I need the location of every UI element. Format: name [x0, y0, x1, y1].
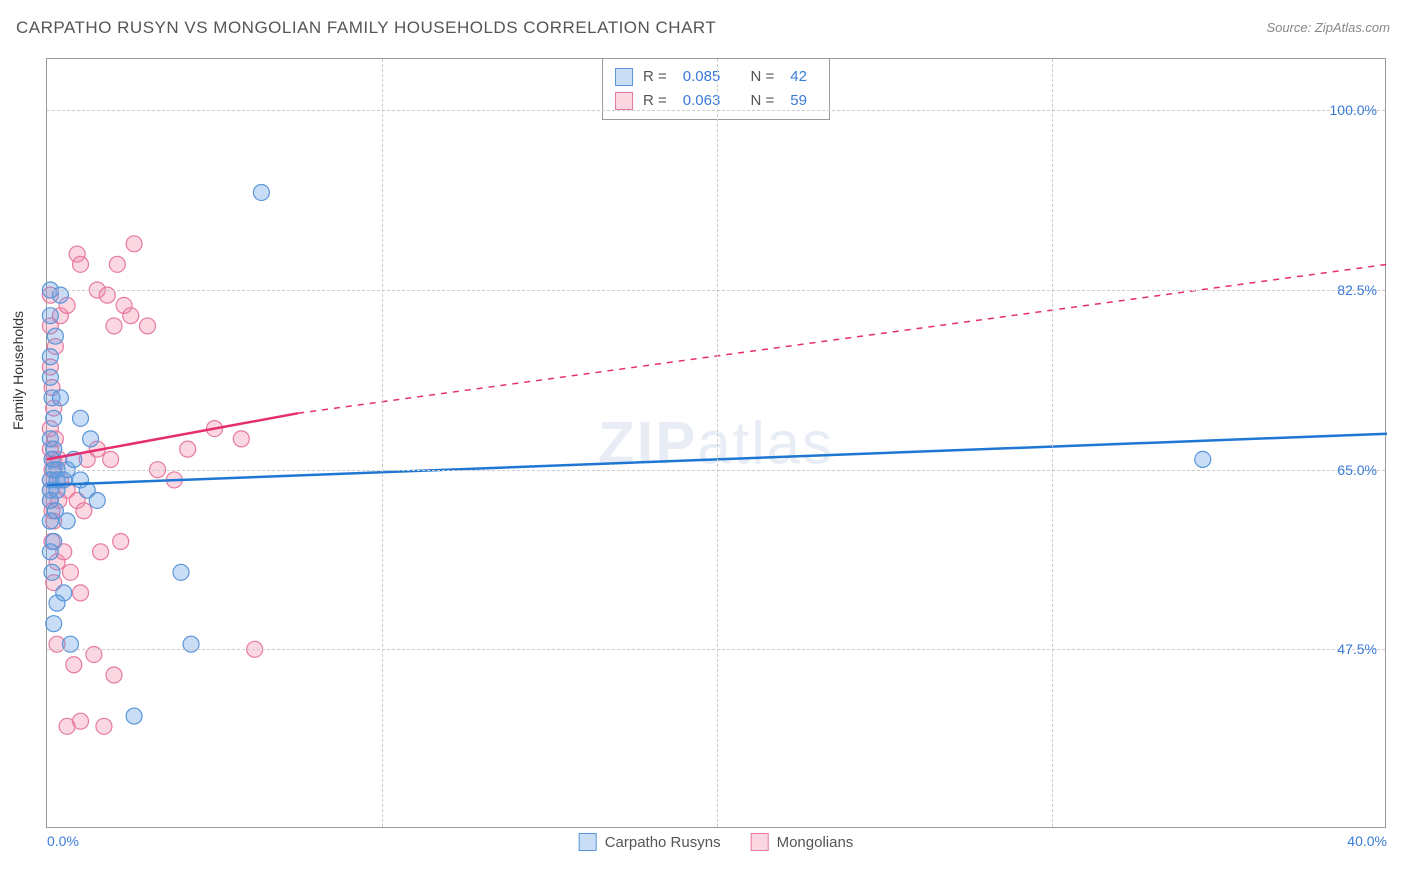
ytick-label: 47.5%	[1337, 641, 1377, 657]
point-b	[109, 256, 125, 272]
gridline-v	[717, 59, 718, 827]
point-a	[42, 431, 58, 447]
point-a	[47, 328, 63, 344]
chart-svg	[47, 59, 1385, 827]
source-name: ZipAtlas.com	[1315, 20, 1390, 35]
point-a	[89, 492, 105, 508]
plot-area: ZIPatlas R = 0.085 N = 42 R = 0.063	[46, 58, 1386, 828]
point-b	[73, 713, 89, 729]
point-b	[126, 236, 142, 252]
stats-row-a: R = 0.085 N = 42	[615, 65, 813, 89]
point-b	[113, 534, 129, 550]
legend-item-b: Mongolians	[751, 833, 854, 851]
trendline-b-dash	[298, 264, 1387, 413]
point-b	[62, 564, 78, 580]
source-prefix: Source:	[1266, 20, 1314, 35]
ytick-label: 82.5%	[1337, 282, 1377, 298]
xtick-label: 40.0%	[1347, 833, 1387, 849]
point-a	[56, 585, 72, 601]
gridline-h	[47, 470, 1385, 471]
point-a	[126, 708, 142, 724]
ytick-label: 100.0%	[1330, 102, 1377, 118]
source-label: Source: ZipAtlas.com	[1266, 20, 1390, 35]
swatch-a	[615, 68, 633, 86]
ytick-label: 65.0%	[1337, 462, 1377, 478]
point-a	[59, 513, 75, 529]
legend-label-b: Mongolians	[777, 834, 854, 851]
point-a	[42, 544, 58, 560]
point-b	[180, 441, 196, 457]
n-value-a: 42	[790, 65, 807, 89]
point-b	[103, 451, 119, 467]
legend-swatch-b	[751, 833, 769, 851]
point-a	[1195, 451, 1211, 467]
point-a	[173, 564, 189, 580]
point-a	[253, 184, 269, 200]
point-b	[233, 431, 249, 447]
point-a	[46, 410, 62, 426]
point-a	[83, 431, 99, 447]
point-b	[93, 544, 109, 560]
legend-label-a: Carpatho Rusyns	[605, 834, 721, 851]
chart-title: CARPATHO RUSYN VS MONGOLIAN FAMILY HOUSE…	[16, 18, 716, 37]
gridline-h	[47, 110, 1385, 111]
n-label-a: N =	[751, 65, 775, 89]
legend-swatch-a	[579, 833, 597, 851]
point-b	[123, 308, 139, 324]
y-axis-label: Family Households	[10, 311, 26, 430]
gridline-h	[47, 290, 1385, 291]
point-a	[46, 616, 62, 632]
point-b	[96, 718, 112, 734]
point-a	[52, 390, 68, 406]
point-a	[44, 564, 60, 580]
point-b	[66, 657, 82, 673]
gridline-h	[47, 649, 1385, 650]
point-b	[140, 318, 156, 334]
legend-item-a: Carpatho Rusyns	[579, 833, 721, 851]
point-b	[73, 256, 89, 272]
gridline-v	[1052, 59, 1053, 827]
point-a	[42, 369, 58, 385]
chart-container: CARPATHO RUSYN VS MONGOLIAN FAMILY HOUSE…	[0, 0, 1406, 892]
point-a	[42, 349, 58, 365]
point-b	[73, 585, 89, 601]
point-a	[73, 410, 89, 426]
point-b	[106, 667, 122, 683]
gridline-v	[382, 59, 383, 827]
xtick-label: 0.0%	[47, 833, 79, 849]
r-value-a: 0.085	[683, 65, 721, 89]
swatch-b	[615, 92, 633, 110]
point-b	[76, 503, 92, 519]
bottom-legend: Carpatho Rusyns Mongolians	[579, 833, 854, 851]
point-b	[106, 318, 122, 334]
point-a	[42, 308, 58, 324]
r-label-a: R =	[643, 65, 667, 89]
title-bar: CARPATHO RUSYN VS MONGOLIAN FAMILY HOUSE…	[16, 18, 1390, 46]
